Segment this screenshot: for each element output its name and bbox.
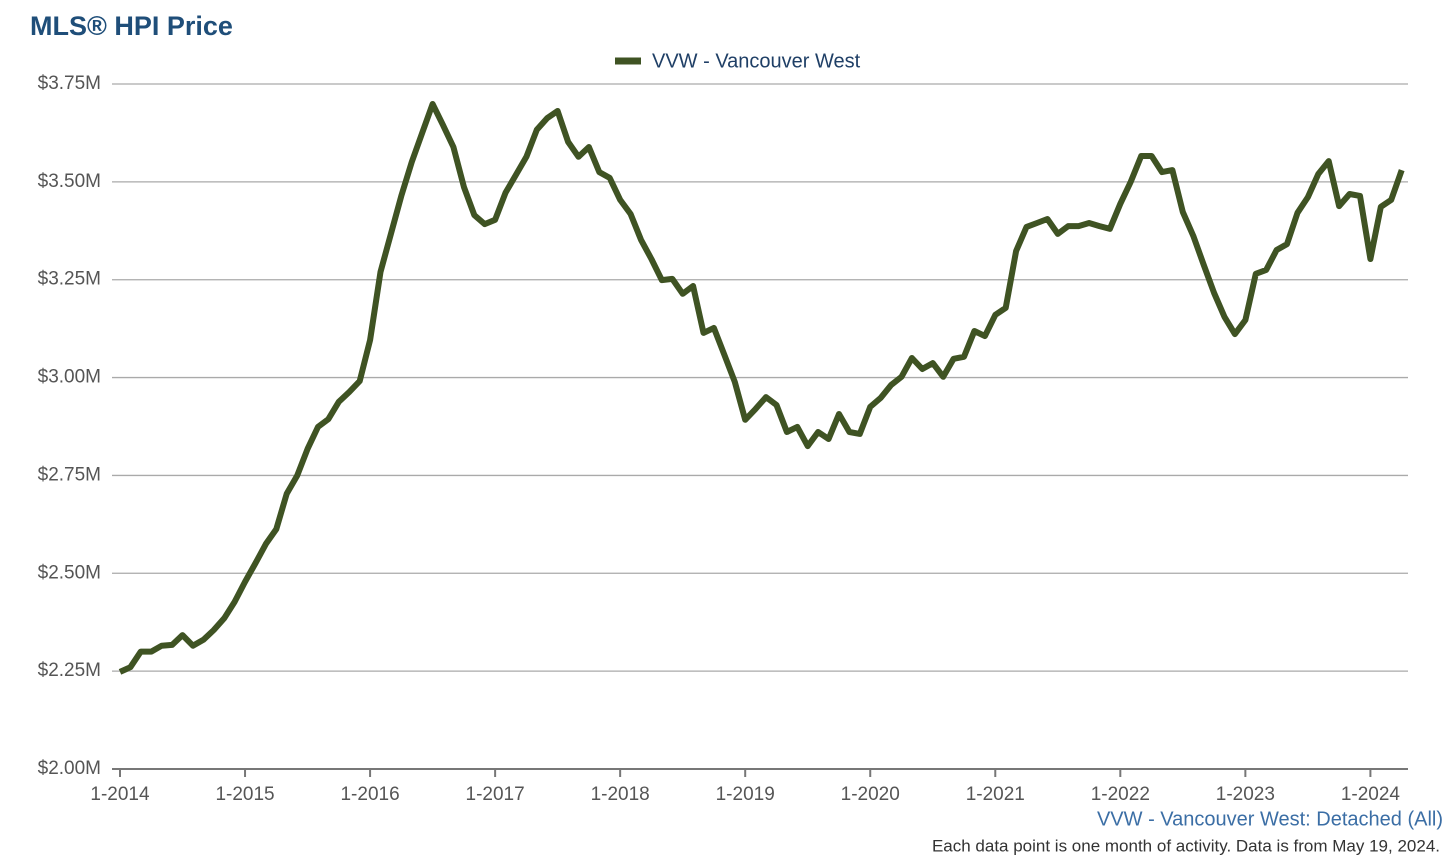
y-tick-label: $3.75M: [38, 73, 101, 94]
x-tick-label: 1-2022: [1091, 784, 1150, 805]
x-tick-label: 1-2019: [716, 784, 775, 805]
x-tick-label: 1-2021: [966, 784, 1025, 805]
x-tick-label: 1-2016: [340, 784, 399, 805]
y-tick-label: $3.00M: [38, 367, 101, 388]
legend-label: VVW - Vancouver West: [652, 50, 861, 72]
x-tick-label: 1-2017: [466, 784, 525, 805]
y-tick-label: $3.50M: [38, 171, 101, 192]
data-line: [118, 101, 1405, 675]
x-tick-label: 1-2014: [90, 784, 150, 805]
x-tick-label: 1-2015: [215, 784, 274, 805]
x-tick-label: 1-2023: [1216, 784, 1275, 805]
x-tick-label: 1-2024: [1341, 784, 1401, 805]
y-tick-label: $2.00M: [38, 758, 101, 779]
chart-note: Each data point is one month of activity…: [932, 836, 1440, 855]
chart-subtitle: VVW - Vancouver West: Detached (All): [1097, 808, 1443, 830]
x-tick-label: 1-2020: [841, 784, 900, 805]
y-tick-label: $2.25M: [38, 660, 101, 681]
chart-title: MLS® HPI Price: [30, 11, 233, 41]
y-tick-label: $2.75M: [38, 464, 101, 485]
y-tick-label: $2.50M: [38, 562, 101, 583]
x-tick-label: 1-2018: [591, 784, 650, 805]
y-tick-label: $3.25M: [38, 269, 101, 290]
